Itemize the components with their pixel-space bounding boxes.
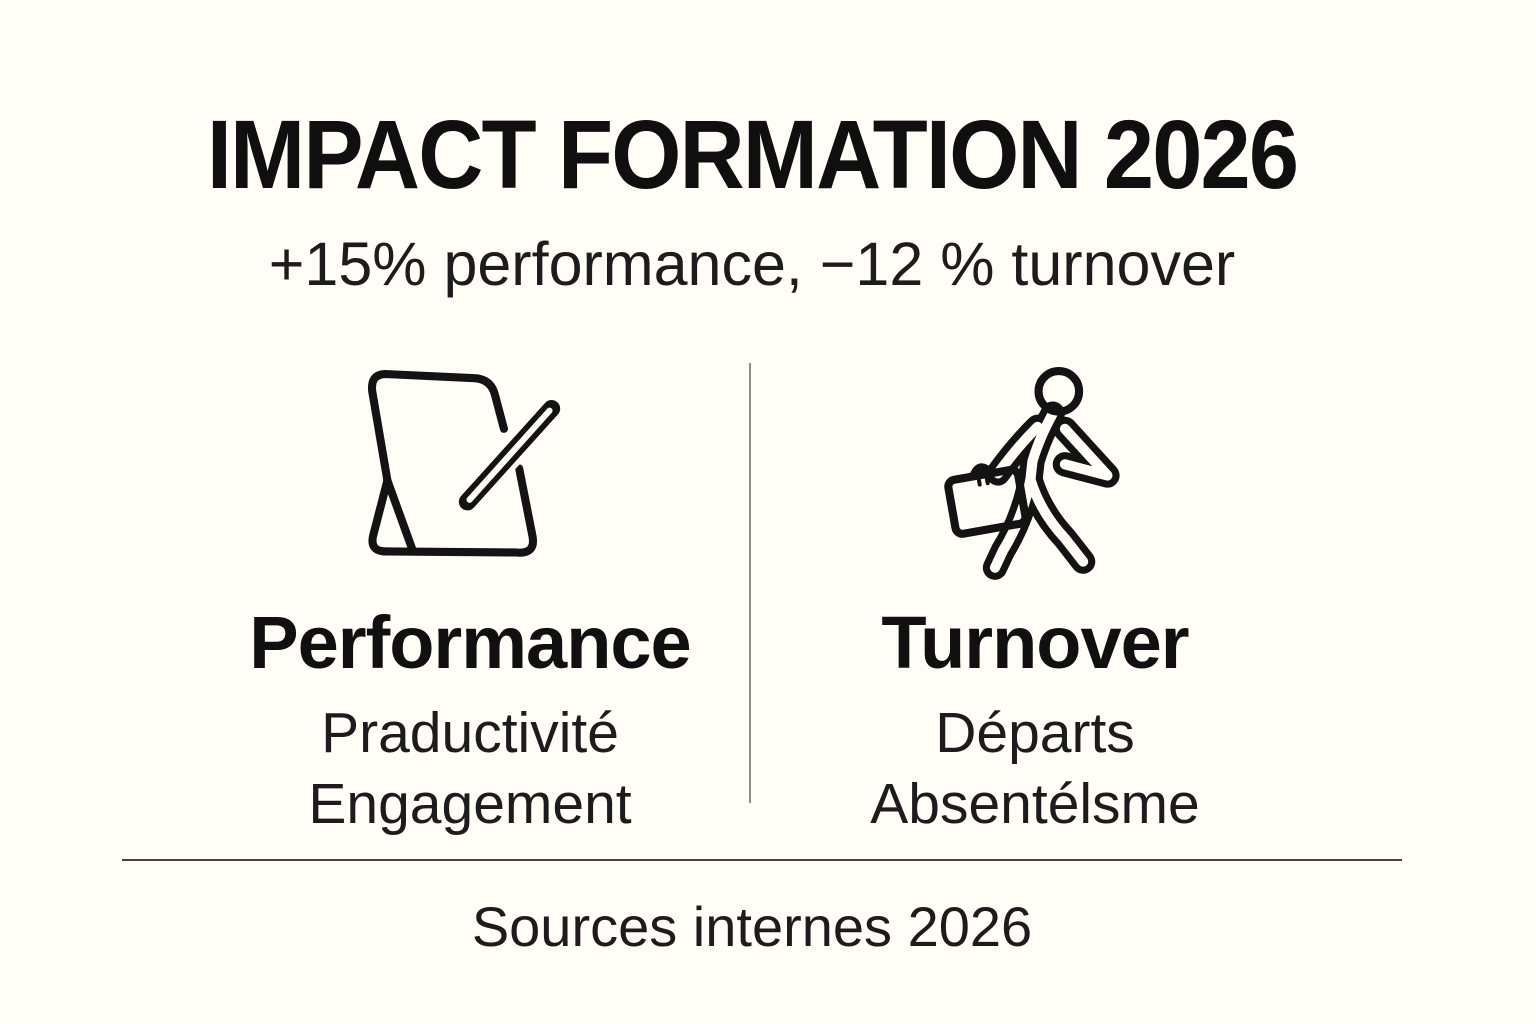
column-turnover: Turnover Départs Absentélsme xyxy=(760,352,1310,839)
walking-person-briefcase-icon xyxy=(760,352,1310,592)
tablet-pencil-icon xyxy=(170,352,770,592)
column-heading-turnover: Turnover xyxy=(881,601,1189,684)
column-item: Engagement xyxy=(308,771,632,836)
column-performance: Performance Praductivité Engagement xyxy=(170,352,770,839)
column-heading-performance: Performance xyxy=(249,601,691,684)
footer-source: Sources internes 2026 xyxy=(471,895,1033,958)
column-item: Absentélsme xyxy=(870,771,1200,836)
column-items-turnover: Départs Absentélsme xyxy=(760,698,1310,839)
page-title: IMPACT FORMATION 2026 xyxy=(206,100,1299,209)
column-divider xyxy=(749,363,751,803)
column-item: Praductivité xyxy=(321,701,619,765)
page-subtitle: +15% performance, −12 % turnover xyxy=(268,230,1236,298)
footer-divider xyxy=(122,859,1402,861)
column-item: Départs xyxy=(935,701,1135,765)
column-items-performance: Praductivité Engagement xyxy=(170,698,770,839)
